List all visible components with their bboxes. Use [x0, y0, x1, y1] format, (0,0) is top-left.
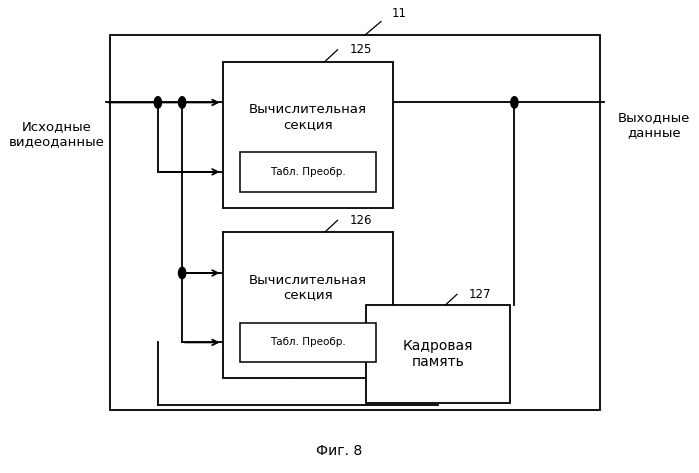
Text: 11: 11 — [391, 7, 407, 19]
Bar — [110, 35, 600, 411]
Ellipse shape — [511, 96, 518, 108]
Text: Исходные
видеоданные: Исходные видеоданные — [8, 121, 104, 149]
Bar — [222, 232, 393, 378]
Text: Выходные
данные: Выходные данные — [618, 111, 690, 139]
Text: 125: 125 — [350, 44, 373, 56]
Text: Фиг. 8: Фиг. 8 — [316, 444, 362, 458]
Bar — [240, 323, 376, 362]
Ellipse shape — [178, 96, 186, 108]
Ellipse shape — [154, 96, 161, 108]
Text: 127: 127 — [468, 288, 491, 301]
Text: Вычислительная
секция: Вычислительная секция — [249, 273, 367, 302]
Text: 126: 126 — [350, 214, 373, 227]
Bar — [366, 305, 510, 403]
Text: Вычислительная
секция: Вычислительная секция — [249, 103, 367, 131]
Text: Табл. Преобр.: Табл. Преобр. — [270, 337, 346, 347]
Bar — [240, 152, 376, 192]
Text: Табл. Преобр.: Табл. Преобр. — [270, 167, 346, 177]
Text: Кадровая
память: Кадровая память — [403, 339, 473, 369]
Bar — [222, 61, 393, 208]
Ellipse shape — [178, 267, 186, 279]
